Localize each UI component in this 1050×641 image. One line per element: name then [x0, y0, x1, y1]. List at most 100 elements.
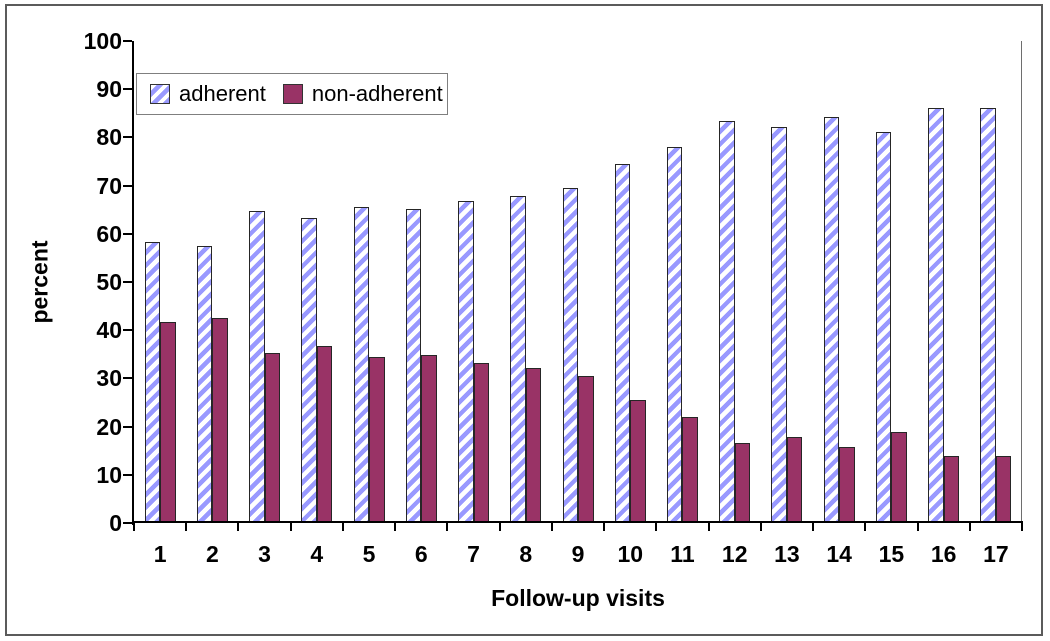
x-tick-label: 6 [414, 541, 428, 567]
x-tick-label: 2 [205, 541, 219, 567]
bar-adherent-5 [353, 206, 370, 523]
y-tick-label: 80 [96, 124, 122, 151]
bar-adherent-11 [666, 147, 683, 523]
y-tick-mark [123, 281, 132, 283]
y-tick-mark [123, 40, 132, 42]
bar-adherent-14 [823, 117, 840, 523]
bar-non-adherent-4 [316, 345, 333, 523]
bar-adherent-9 [562, 187, 578, 523]
x-tick-mark [185, 523, 188, 531]
bar-non-adherent-3 [264, 353, 281, 523]
bar-non-adherent-14 [839, 446, 855, 523]
x-tick-mark [916, 523, 919, 531]
y-tick-mark [123, 425, 132, 428]
bar-non-adherent-7 [473, 362, 490, 523]
y-tick-mark [123, 377, 132, 380]
bar-adherent-4 [301, 218, 317, 523]
bar-non-adherent-6 [421, 354, 437, 523]
x-tick-mark [864, 523, 867, 531]
bar-adherent-6 [405, 209, 422, 523]
y-tick-label: 20 [96, 413, 122, 440]
x-tick-label: 12 [721, 541, 748, 567]
bar-adherent-16 [928, 108, 944, 523]
bar-adherent-12 [719, 120, 735, 523]
bar-non-adherent-9 [578, 376, 594, 523]
bar-non-adherent-5 [369, 357, 385, 523]
bar-non-adherent-16 [943, 455, 960, 523]
x-tick-label: 11 [670, 541, 695, 567]
bar-adherent-13 [771, 126, 787, 523]
bar-non-adherent-1 [160, 321, 176, 523]
plot-right-border [1021, 41, 1022, 523]
x-tick-label: 16 [930, 541, 957, 567]
plot-area [134, 41, 1022, 523]
y-tick-mark [123, 88, 132, 91]
x-tick-mark [812, 523, 815, 531]
bar-adherent-8 [510, 195, 526, 523]
x-tick-mark [498, 523, 501, 531]
x-tick-mark [759, 523, 762, 531]
legend-swatch-adherent [150, 84, 170, 104]
bar-adherent-17 [980, 108, 996, 523]
y-tick-label: 100 [83, 28, 122, 54]
y-tick-label: 90 [96, 76, 122, 103]
x-tick-label: 14 [826, 541, 852, 567]
legend-swatch-non-adherent [282, 84, 303, 104]
bar-non-adherent-2 [212, 318, 228, 523]
legend-label-non-adherent: non-adherent [311, 81, 443, 106]
y-tick-label: 50 [96, 269, 122, 295]
x-tick-label: 10 [617, 541, 644, 567]
y-tick-label: 10 [96, 461, 122, 488]
x-tick-label: 8 [519, 541, 533, 567]
x-tick-label: 15 [878, 541, 905, 567]
x-tick-label: 9 [571, 541, 585, 567]
bar-non-adherent-10 [630, 400, 646, 523]
y-tick-mark [123, 184, 132, 187]
bar-adherent-15 [875, 131, 892, 523]
x-tick-mark [289, 523, 292, 531]
x-tick-mark [550, 523, 553, 531]
x-tick-mark [1021, 523, 1023, 531]
x-tick-label: 5 [362, 541, 376, 567]
x-tick-mark [394, 523, 397, 531]
y-tick-mark [123, 522, 132, 524]
bar-adherent-1 [144, 242, 161, 523]
x-tick-mark [603, 523, 606, 531]
x-tick-label: 17 [983, 541, 1009, 567]
x-tick-mark [341, 523, 344, 531]
y-tick-label: 30 [96, 365, 122, 392]
y-tick-mark [123, 136, 132, 139]
x-tick-label: 13 [774, 541, 800, 567]
x-tick-mark [446, 523, 449, 531]
y-tick-label: 70 [96, 172, 122, 199]
y-tick-label: 60 [96, 220, 122, 247]
x-axis-title: Follow-up visits [491, 585, 665, 611]
y-tick-mark [123, 473, 132, 476]
bar-adherent-3 [249, 210, 265, 523]
x-tick-mark [133, 523, 135, 531]
x-tick-mark [707, 523, 710, 531]
x-tick-label: 7 [467, 541, 480, 567]
bar-non-adherent-13 [786, 437, 803, 523]
x-tick-label: 3 [258, 541, 271, 567]
legend-label-adherent: adherent [179, 81, 266, 106]
y-tick-label: 0 [109, 510, 122, 536]
y-tick-mark [123, 329, 132, 332]
bar-adherent-2 [196, 245, 213, 523]
bar-non-adherent-15 [891, 432, 907, 523]
y-tick-mark [123, 232, 132, 235]
bar-adherent-10 [614, 163, 631, 523]
bar-non-adherent-11 [682, 416, 698, 523]
bar-non-adherent-17 [995, 455, 1012, 523]
x-tick-mark [237, 523, 240, 531]
x-tick-mark [655, 523, 658, 531]
bar-non-adherent-12 [734, 443, 751, 523]
y-tick-label: 40 [96, 317, 122, 344]
x-axis-line [132, 521, 1023, 523]
bar-non-adherent-8 [525, 368, 542, 523]
y-axis-line [132, 41, 134, 525]
legend: adherent non-adherent [136, 73, 448, 115]
x-tick-label: 4 [310, 541, 324, 567]
x-tick-mark [968, 523, 971, 531]
